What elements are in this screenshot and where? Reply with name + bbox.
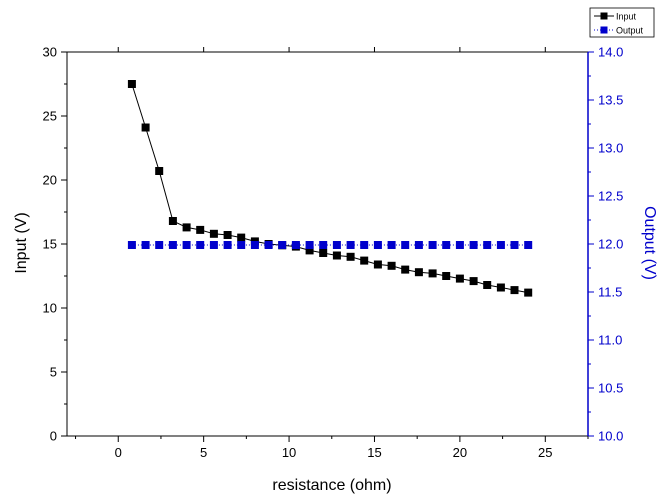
series-output [127, 241, 533, 249]
left-y-tick-label: 0 [50, 429, 57, 444]
series-output-point [524, 241, 533, 249]
series-input-point [387, 261, 396, 270]
left-y-tick-label: 25 [43, 109, 57, 124]
right-y-tick-label: 12.0 [598, 237, 623, 252]
series-output-point [223, 241, 232, 249]
series-output-point [196, 241, 205, 249]
right-y-tick-label: 11.0 [598, 333, 622, 348]
series-input-point [428, 269, 437, 278]
series-output-point [319, 241, 328, 249]
series-output-point [496, 241, 505, 249]
series-input-point [510, 286, 519, 295]
series-input-point [319, 249, 328, 257]
left-y-tick-label: 10 [43, 301, 57, 316]
x-tick-label: 15 [367, 445, 381, 460]
left-y-tick-label: 5 [50, 365, 57, 380]
series-input-point [237, 233, 246, 242]
series-output-point [401, 241, 410, 249]
series-output-point [442, 241, 451, 249]
series-output-point [455, 241, 464, 249]
legend-output-label: Output [616, 26, 644, 36]
series-output-point [373, 241, 382, 249]
series-input-point [401, 265, 410, 274]
series-input-point [127, 80, 136, 88]
right-y-tick-label: 13.5 [598, 93, 623, 108]
series-input-point [209, 229, 218, 238]
series-input-point [168, 217, 177, 225]
right-y-tick-label: 13.0 [598, 141, 623, 156]
left-y-axis-label: Input (V) [13, 212, 30, 273]
series-input-point [373, 260, 382, 269]
series-output-point [237, 241, 246, 249]
right-y-tick-label: 14.0 [598, 45, 623, 60]
series-output-point [387, 241, 396, 249]
series-input-point [155, 167, 164, 175]
right-y-axis-label: Output (V) [641, 206, 658, 280]
series-output-point [250, 241, 259, 249]
series-input-point [182, 223, 191, 232]
series-output-point [305, 241, 314, 249]
series-input-point [360, 256, 369, 265]
legend-output-marker [600, 26, 608, 34]
legend: Input Output [589, 7, 655, 38]
left-y-tick-label: 15 [43, 237, 57, 252]
series-output-point [469, 241, 478, 249]
right-y-tick-label: 11.5 [598, 285, 622, 300]
legend-input-marker [600, 12, 608, 20]
series-output-point [291, 241, 300, 249]
series-output-point [332, 241, 341, 249]
series-input-point [305, 246, 314, 255]
series-input-point [455, 274, 464, 283]
series-output-point [141, 241, 150, 249]
axes: 0 5 10 15 20 25 0 5 10 15 20 25 30 10.0 10.5 11.0 11.5 12… [43, 45, 624, 461]
series-input-point [346, 252, 355, 261]
series-input-point [524, 288, 533, 297]
series-input-point [483, 281, 492, 289]
series-output-point [428, 241, 437, 249]
series-input-point [332, 251, 341, 260]
series-input-point [414, 268, 423, 277]
legend-input-label: Input [616, 12, 637, 22]
series-output-point [264, 241, 273, 249]
series-output-point [483, 241, 492, 249]
x-tick-label: 10 [282, 445, 296, 460]
series-output-point [155, 241, 164, 249]
series-input-point [223, 231, 232, 239]
x-axis-label: resistance (ohm) [272, 477, 391, 494]
series-output-point [510, 241, 519, 249]
series-output-point [346, 241, 355, 249]
x-tick-label: 20 [453, 445, 467, 460]
series-output-point [209, 241, 218, 249]
x-tick-label: 25 [538, 445, 552, 460]
series-input-point [469, 277, 478, 286]
series-output-point [127, 241, 136, 249]
series-output-point [278, 241, 287, 249]
series-output-point [182, 241, 191, 249]
x-tick-label: 5 [200, 445, 207, 460]
series-input-point [496, 283, 505, 292]
series-output-point [360, 241, 369, 249]
left-y-tick-label: 30 [43, 45, 57, 60]
right-y-tick-label: 10.0 [598, 429, 623, 444]
series-input-point [196, 225, 205, 234]
right-y-tick-label: 12.5 [598, 189, 623, 204]
series-layer [127, 80, 533, 297]
series-output-point [168, 241, 177, 249]
right-y-tick-label: 10.5 [598, 381, 623, 396]
left-y-tick-label: 20 [43, 173, 57, 188]
series-output-point [414, 241, 423, 249]
x-tick-label: 0 [115, 445, 122, 460]
series-input-point [141, 123, 150, 132]
series-input-point [442, 272, 451, 280]
